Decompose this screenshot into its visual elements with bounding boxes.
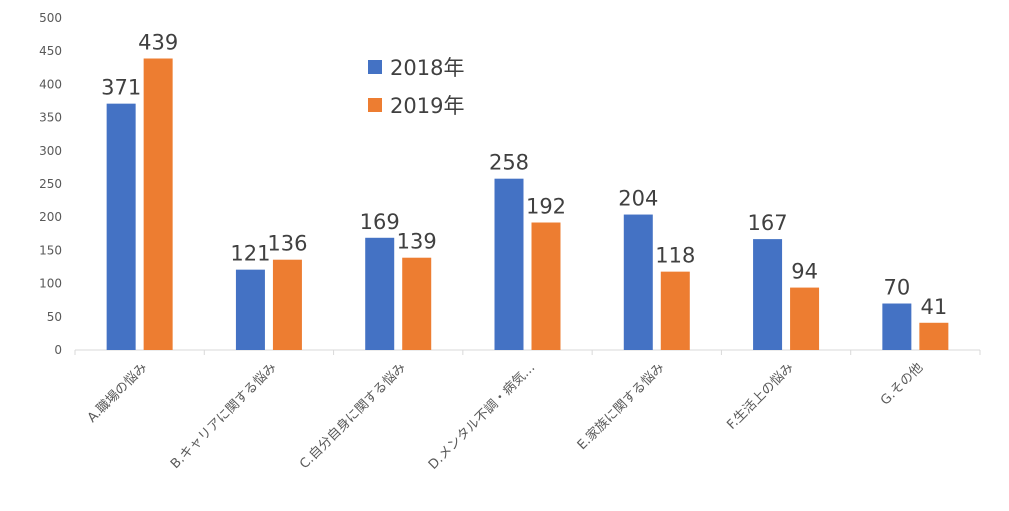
y-tick-label: 350 [39,111,62,125]
bar-series-2 [272,259,302,350]
y-tick-label: 150 [39,243,62,257]
y-tick-label: 300 [39,144,62,158]
bar-series-1 [882,303,912,350]
data-label: 118 [655,244,695,268]
bar-series-1 [623,214,653,350]
category-label: C.自分自身に関する悩み [296,360,409,473]
data-label: 167 [748,211,788,235]
y-axis-ticks: 0 50 100 150 200 250 300 350 400 450 500 [39,11,62,357]
data-label: 139 [397,230,437,254]
bar-series-1 [753,239,783,350]
data-label: 169 [360,210,400,234]
category-label: D.メンタル不調・病気… [425,360,538,473]
y-tick-label: 100 [39,277,62,291]
data-label: 439 [138,31,178,55]
category-label: E.家族に関する悩み [574,360,668,454]
bars [106,58,949,351]
y-tick-label: 250 [39,177,62,191]
y-tick-label: 450 [39,44,62,58]
bar-series-1 [235,269,265,350]
legend-label: 2018年 [390,56,464,80]
data-label: 136 [267,232,307,256]
category-label: A.職場の悩み [85,360,151,426]
data-label: 70 [883,276,910,300]
bar-series-2 [790,287,820,350]
data-label: 371 [101,76,141,100]
bar-series-1 [106,103,136,350]
data-label: 192 [526,195,566,219]
category-label: G.その他 [878,360,926,408]
y-tick-label: 50 [47,310,62,324]
category-label: B.キャリアに関する悩み [168,360,280,472]
category-label: F.生活上の悩み [724,360,797,433]
data-label: 94 [791,260,818,284]
legend-label: 2019年 [390,94,464,118]
legend-swatch [368,98,382,112]
legend-swatch [368,60,382,74]
data-label: 204 [618,187,658,211]
y-tick-label: 0 [54,343,62,357]
data-label: 121 [230,242,270,266]
bar-series-1 [494,178,524,350]
legend: 2018年 2019年 [368,56,464,118]
bar-series-2 [531,222,561,350]
bar-series-2 [660,271,690,350]
data-label: 258 [489,151,529,175]
bar-series-1 [365,237,395,350]
y-tick-label: 500 [39,11,62,25]
bar-series-2 [919,322,949,350]
data-label: 41 [920,295,947,319]
category-labels: A.職場の悩み B.キャリアに関する悩み C.自分自身に関する悩み D.メンタル不調・… [74,350,981,473]
bar-series-2 [402,257,432,350]
y-tick-label: 400 [39,77,62,91]
bar-series-2 [143,58,173,351]
y-tick-label: 200 [39,210,62,224]
